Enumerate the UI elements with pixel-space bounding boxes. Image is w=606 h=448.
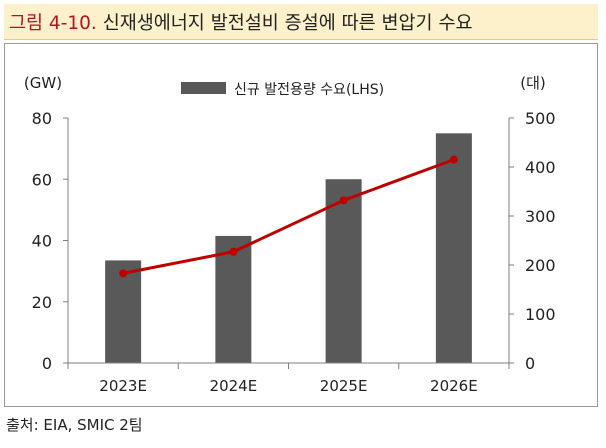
y-left-unit: (GW) bbox=[24, 74, 62, 92]
bar-2026E bbox=[435, 133, 472, 363]
source-note: 출처: EIA, SMIC 2팀 bbox=[6, 416, 143, 434]
x-tick-label: 2026E bbox=[430, 377, 478, 395]
x-tick-label: 2024E bbox=[210, 377, 258, 395]
chart: 0 20 40 60 80 0 100 200 300 400 500 2023E 2024E 2025E… bbox=[24, 74, 556, 395]
figure-number: 그림 4-10. bbox=[9, 12, 97, 34]
y-left-tick-label: 40 bbox=[32, 232, 52, 251]
x-tick-label: 2025E bbox=[320, 377, 368, 395]
bar-2023E bbox=[105, 260, 142, 363]
y-right-unit: (대) bbox=[520, 74, 546, 92]
x-tick-label: 2023E bbox=[99, 377, 147, 395]
y-right-tick-label: 200 bbox=[525, 256, 556, 275]
y-right-tick-label: 0 bbox=[525, 354, 535, 373]
bar-2025E bbox=[325, 179, 362, 363]
line-point-2025E bbox=[339, 196, 348, 205]
legend-label-bar: 신규 발전용량 수요(LHS) bbox=[234, 82, 384, 98]
chart-frame: 0 20 40 60 80 0 100 200 300 400 500 2023E 2024E 2025E… bbox=[4, 43, 598, 407]
legend-swatch-bar bbox=[181, 82, 226, 94]
y-right-tick-label: 500 bbox=[525, 109, 556, 128]
y-left-tick-label: 0 bbox=[42, 354, 52, 373]
y-left-tick-label: 60 bbox=[32, 170, 52, 189]
y-left-tick-label: 80 bbox=[32, 109, 52, 128]
line-series bbox=[122, 158, 455, 275]
bar-2024E bbox=[215, 235, 252, 363]
y-right-tick-label: 300 bbox=[525, 207, 556, 226]
y-right-tick-label: 400 bbox=[525, 158, 556, 177]
line-point-2026E bbox=[449, 155, 458, 164]
figure-title: 그림 4-10. 신재생에너지 발전설비 증설에 따른 변압기 수요 bbox=[4, 9, 473, 35]
y-left-tick-label: 20 bbox=[32, 293, 52, 312]
figure-title-text: 신재생에너지 발전설비 증설에 따른 변압기 수요 bbox=[102, 12, 473, 34]
line-point-2024E bbox=[229, 247, 238, 256]
y-right-tick-label: 100 bbox=[525, 305, 556, 324]
line-point-2023E bbox=[119, 269, 128, 278]
figure-title-bar: 그림 4-10. 신재생에너지 발전설비 증설에 따른 변압기 수요 bbox=[4, 4, 598, 40]
